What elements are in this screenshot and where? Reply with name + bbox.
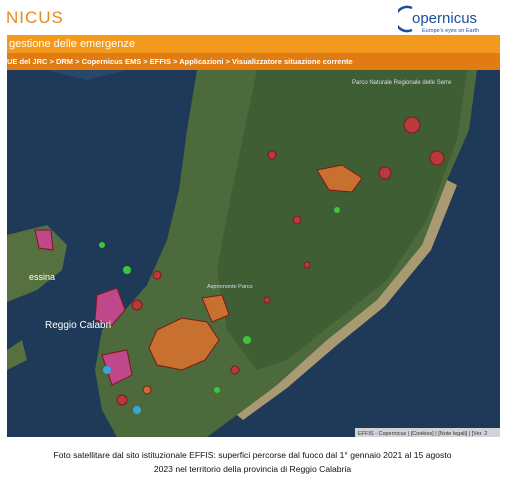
burned-area <box>403 116 421 134</box>
map: Parco Naturale Regionale delle Serre ess… <box>7 70 500 437</box>
water-areas <box>103 366 141 414</box>
map-label: essina <box>29 272 55 282</box>
logo-c <box>398 5 413 33</box>
blue-area <box>103 366 111 374</box>
burned-area <box>267 150 277 160</box>
fire <box>334 207 340 213</box>
site-title: NICUS <box>6 8 64 27</box>
logo-tagline: Europe's eyes on Earth <box>422 28 479 34</box>
burned-areas <box>34 116 445 406</box>
burned-area <box>303 261 311 269</box>
logo-text: opernicus <box>412 10 477 27</box>
burned-area <box>378 166 392 180</box>
burned-area <box>230 365 240 375</box>
fire <box>214 387 220 393</box>
fire <box>243 336 251 344</box>
map-label: Reggio Calabri <box>45 320 111 331</box>
burned-area <box>142 385 152 395</box>
breadcrumb[interactable]: UE del JRC > DRM > Copernicus EMS > EFFI… <box>7 53 500 70</box>
burned-area <box>316 164 363 193</box>
burned-area <box>292 215 302 225</box>
burned-area <box>201 294 230 323</box>
logo: opernicus Europe's eyes on Earth <box>398 5 479 34</box>
map-footer-bg <box>355 428 500 437</box>
caption-line: 2023 nel territorio della provincia di R… <box>153 464 352 474</box>
map-label: Parco Naturale Regionale delle Serre <box>352 80 452 86</box>
sicily-south <box>7 340 27 370</box>
burned-area <box>94 287 126 326</box>
mountains <box>217 70 467 370</box>
burned-area <box>263 296 271 304</box>
burned-area <box>131 299 143 311</box>
burned-area <box>101 349 133 386</box>
fire <box>123 266 131 274</box>
fire <box>99 242 105 248</box>
map-label: Aspromonte Parco <box>207 284 253 290</box>
caption-line: Foto satellitare dal sito istituzionale … <box>53 450 452 460</box>
burned-area <box>34 229 54 251</box>
blue-area <box>133 406 141 414</box>
burned-area <box>152 270 162 280</box>
burned-area <box>116 394 128 406</box>
banner: gestione delle emergenze <box>7 35 500 53</box>
map-footer[interactable]: EFFIS - Copernicus | [Cookies] | [Note l… <box>358 431 487 437</box>
sea-shade <box>7 70 127 80</box>
recent-fires <box>99 207 340 393</box>
burned-area <box>148 317 220 371</box>
burned-area <box>429 150 445 166</box>
